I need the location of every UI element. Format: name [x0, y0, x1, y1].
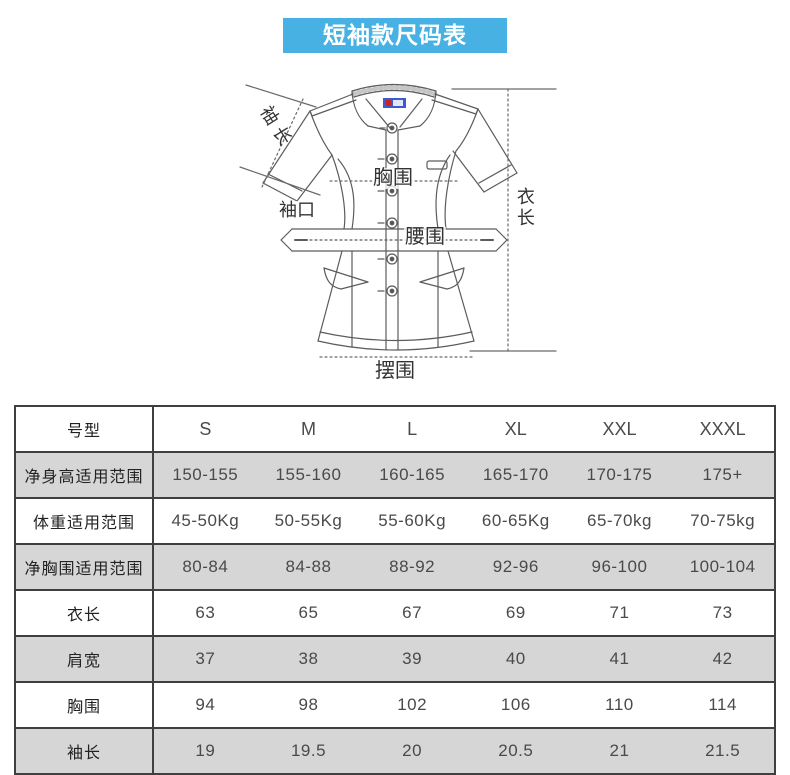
cell: 80-84 — [153, 543, 257, 591]
cell: 160-165 — [360, 451, 464, 499]
row-label: 袖长 — [15, 727, 154, 775]
chest-badge — [426, 160, 448, 170]
waist-belt — [280, 228, 508, 252]
cell: 100-104 — [671, 543, 775, 591]
front-seams — [337, 154, 451, 348]
row-label: 净身高适用范围 — [15, 451, 154, 499]
col-header-size: 号型 — [15, 405, 154, 453]
cell: 21 — [567, 727, 672, 775]
row-label: 体重适用范围 — [15, 497, 154, 545]
cell: 165-170 — [463, 451, 568, 499]
table-row: 袖长 19 19.5 20 20.5 21 21.5 — [15, 727, 775, 775]
table-row: 肩宽 37 38 39 40 41 42 — [15, 635, 775, 683]
cell: 19.5 — [256, 727, 361, 775]
cell: 50-55Kg — [256, 497, 361, 545]
cell: 155-160 — [256, 451, 361, 499]
cell: 106 — [463, 681, 568, 729]
label-garment-length: 衣长 — [514, 187, 535, 229]
garment-diagram: 袖长 袖口 胸围 腰围 衣长 摆围 — [0, 69, 790, 397]
cell: 88-92 — [360, 543, 464, 591]
buttons — [377, 122, 398, 297]
cell: 20.5 — [463, 727, 568, 775]
cell: 65-70kg — [567, 497, 672, 545]
cell: 102 — [360, 681, 464, 729]
cell: 73 — [671, 589, 775, 637]
table-row: 体重适用范围 45-50Kg 50-55Kg 55-60Kg 60-65Kg 6… — [15, 497, 775, 545]
cell: 39 — [360, 635, 464, 683]
cell: 42 — [671, 635, 775, 683]
label-cuff: 袖口 — [278, 200, 316, 220]
table-row: 净身高适用范围 150-155 155-160 160-165 165-170 … — [15, 451, 775, 499]
table-header-row: 号型 S M L XL XXL XXXL — [15, 405, 775, 453]
cell: 21.5 — [671, 727, 775, 775]
col-header-xxxl: XXXL — [671, 405, 775, 453]
cell: 41 — [567, 635, 672, 683]
table-row: 衣长 63 65 67 69 71 73 — [15, 589, 775, 637]
brand-label — [383, 98, 406, 108]
cell: 110 — [567, 681, 672, 729]
cell: 96-100 — [567, 543, 672, 591]
cell: 37 — [153, 635, 257, 683]
row-label: 肩宽 — [15, 635, 154, 683]
cell: 150-155 — [153, 451, 257, 499]
cell: 94 — [153, 681, 257, 729]
cell: 55-60Kg — [360, 497, 464, 545]
cell: 67 — [360, 589, 464, 637]
shoulders — [309, 93, 479, 117]
cell: 114 — [671, 681, 775, 729]
body-outline — [309, 108, 479, 351]
cell: 38 — [256, 635, 361, 683]
col-header-s: S — [153, 405, 257, 453]
label-waist: 腰围 — [404, 226, 446, 248]
cell: 92-96 — [463, 543, 568, 591]
cell: 60-65Kg — [463, 497, 568, 545]
size-table: 号型 S M L XL XXL XXXL 净身高适用范围 150-155 155… — [14, 405, 776, 775]
label-bust: 胸围 — [372, 167, 414, 189]
cell: 63 — [153, 589, 257, 637]
garment-diagram-svg — [239, 83, 557, 358]
cell: 98 — [256, 681, 361, 729]
col-header-m: M — [256, 405, 361, 453]
row-label: 衣长 — [15, 589, 154, 637]
cell: 19 — [153, 727, 257, 775]
cell: 45-50Kg — [153, 497, 257, 545]
page-title: 短袖款尺码表 — [283, 18, 507, 53]
cell: 65 — [256, 589, 361, 637]
row-label: 净胸围适用范围 — [15, 543, 154, 591]
col-header-l: L — [360, 405, 464, 453]
cell: 40 — [463, 635, 568, 683]
cell: 175+ — [671, 451, 775, 499]
label-hem: 摆围 — [374, 360, 416, 382]
cell: 170-175 — [567, 451, 672, 499]
row-label: 胸围 — [15, 681, 154, 729]
cell: 70-75kg — [671, 497, 775, 545]
table-row: 胸围 94 98 102 106 110 114 — [15, 681, 775, 729]
right-sleeve — [452, 108, 518, 193]
pockets — [323, 267, 465, 290]
col-header-xxl: XXL — [567, 405, 672, 453]
cell: 69 — [463, 589, 568, 637]
cell: 71 — [567, 589, 672, 637]
measurement-lines — [239, 84, 557, 358]
col-header-xl: XL — [463, 405, 568, 453]
table-row: 净胸围适用范围 80-84 84-88 88-92 92-96 96-100 1… — [15, 543, 775, 591]
cell: 84-88 — [256, 543, 361, 591]
cell: 20 — [360, 727, 464, 775]
